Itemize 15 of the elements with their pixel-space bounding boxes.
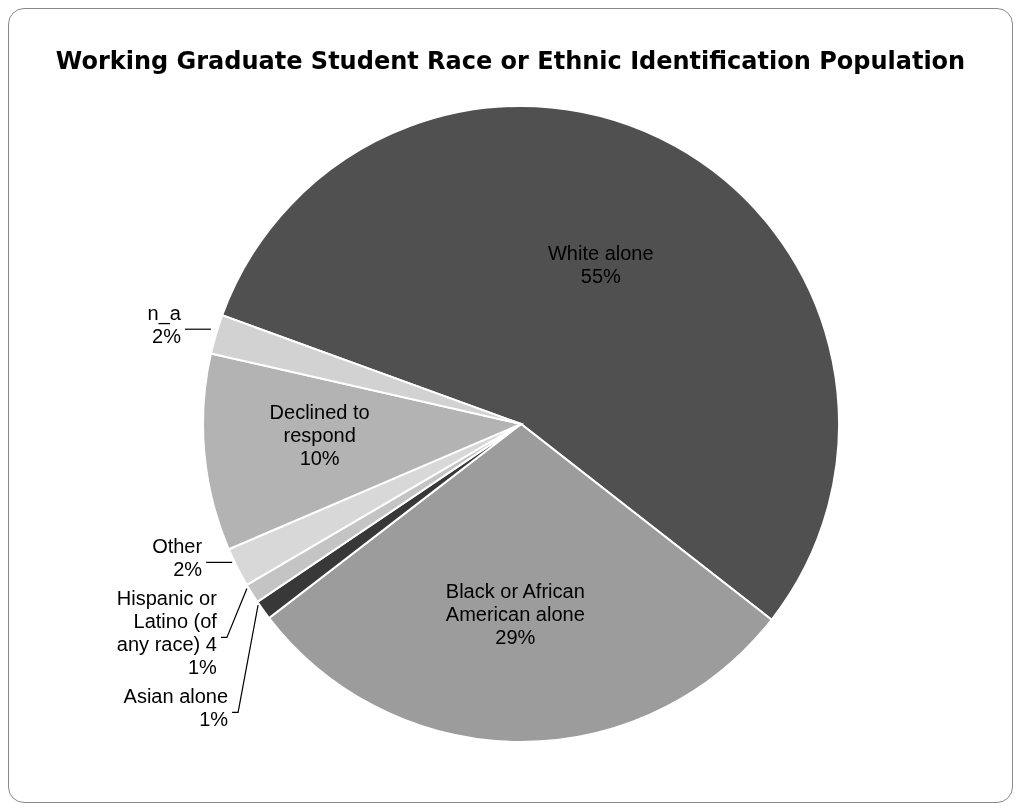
- chart-title: Working Graduate Student Race or Ethnic Identification Population: [55, 47, 966, 75]
- slice-label: White alone: [547, 241, 654, 264]
- data-label: 2%: [173, 558, 203, 581]
- data-label: 10%: [299, 447, 340, 470]
- data-label: 1%: [188, 656, 218, 679]
- data-label: 2%: [152, 325, 182, 348]
- slice-label: n_a: [147, 302, 182, 326]
- data-label: 29%: [495, 626, 536, 649]
- data-label: 55%: [580, 264, 622, 287]
- slice-label: Asian alone: [123, 685, 229, 708]
- slice-label: Other: [152, 535, 203, 558]
- slice-label: Black or African American alone: [445, 580, 585, 626]
- slice-label: Declined to respond: [269, 401, 370, 447]
- data-label: 1%: [199, 708, 229, 731]
- slice-label: Hispanic or Latino (of any race) 4: [116, 587, 218, 656]
